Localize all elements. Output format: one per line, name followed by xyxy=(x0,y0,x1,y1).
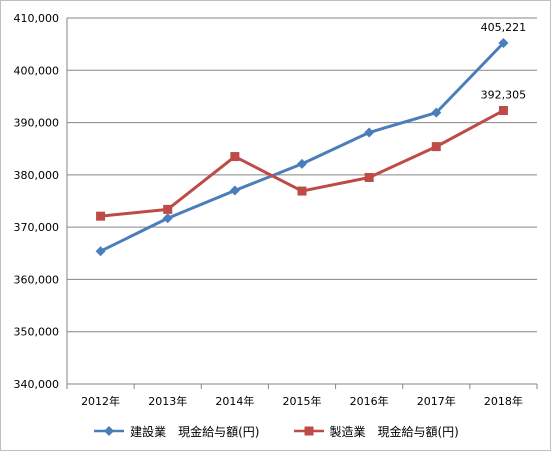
x-tick-label-3: 2015年 xyxy=(283,394,322,408)
data-label-series-0: 405,221 xyxy=(481,21,527,34)
series-0-point-4 xyxy=(364,127,375,138)
legend-swatch-manufacturing xyxy=(293,426,324,436)
y-tick-label-1: 350,000 xyxy=(14,326,60,339)
legend-label-construction: 建設業 現金給与額(円) xyxy=(130,424,260,439)
legend-swatch-construction xyxy=(94,426,125,436)
x-tick-label-0: 2012年 xyxy=(81,394,120,408)
y-tick-label-5: 390,000 xyxy=(14,117,60,130)
legend: 建設業 現金給与額(円) 製造業 現金給与額(円) xyxy=(1,421,551,441)
series-1-point-5 xyxy=(431,142,441,152)
legend-label-manufacturing: 製造業 現金給与額(円) xyxy=(329,424,459,439)
legend-item-construction: 建設業 現金給与額(円) xyxy=(94,423,260,440)
x-tick-label-6: 2018年 xyxy=(484,394,523,408)
series-line-0 xyxy=(99,41,505,253)
series-0-point-0 xyxy=(95,246,106,257)
series-1-point-3 xyxy=(297,186,307,196)
series-1-point-2 xyxy=(230,152,240,162)
y-tick-label-7: 410,000 xyxy=(14,12,60,25)
series-1-point-6 xyxy=(498,106,508,116)
series-0-point-6 xyxy=(498,37,509,48)
y-tick-label-2: 360,000 xyxy=(14,273,60,286)
series-0-point-5 xyxy=(431,107,442,118)
series-1-point-0 xyxy=(96,211,106,221)
series-0-point-2 xyxy=(229,185,240,196)
series-1-point-1 xyxy=(163,204,173,214)
y-tick-label-6: 400,000 xyxy=(14,64,60,77)
y-tick-label-3: 370,000 xyxy=(14,221,60,234)
series-1-point-4 xyxy=(364,172,374,182)
x-tick-label-5: 2017年 xyxy=(417,394,456,408)
x-tick-label-1: 2013年 xyxy=(148,394,187,408)
y-tick-label-4: 380,000 xyxy=(14,169,60,182)
y-tick-label-0: 340,000 xyxy=(14,378,60,391)
series-0-point-3 xyxy=(297,158,307,169)
series-0-point-1 xyxy=(162,213,173,224)
x-tick-label-4: 2016年 xyxy=(350,394,389,408)
x-tick-label-2: 2014年 xyxy=(215,394,254,408)
legend-item-manufacturing: 製造業 現金給与額(円) xyxy=(293,423,459,440)
data-label-series-1: 392,305 xyxy=(481,89,527,102)
